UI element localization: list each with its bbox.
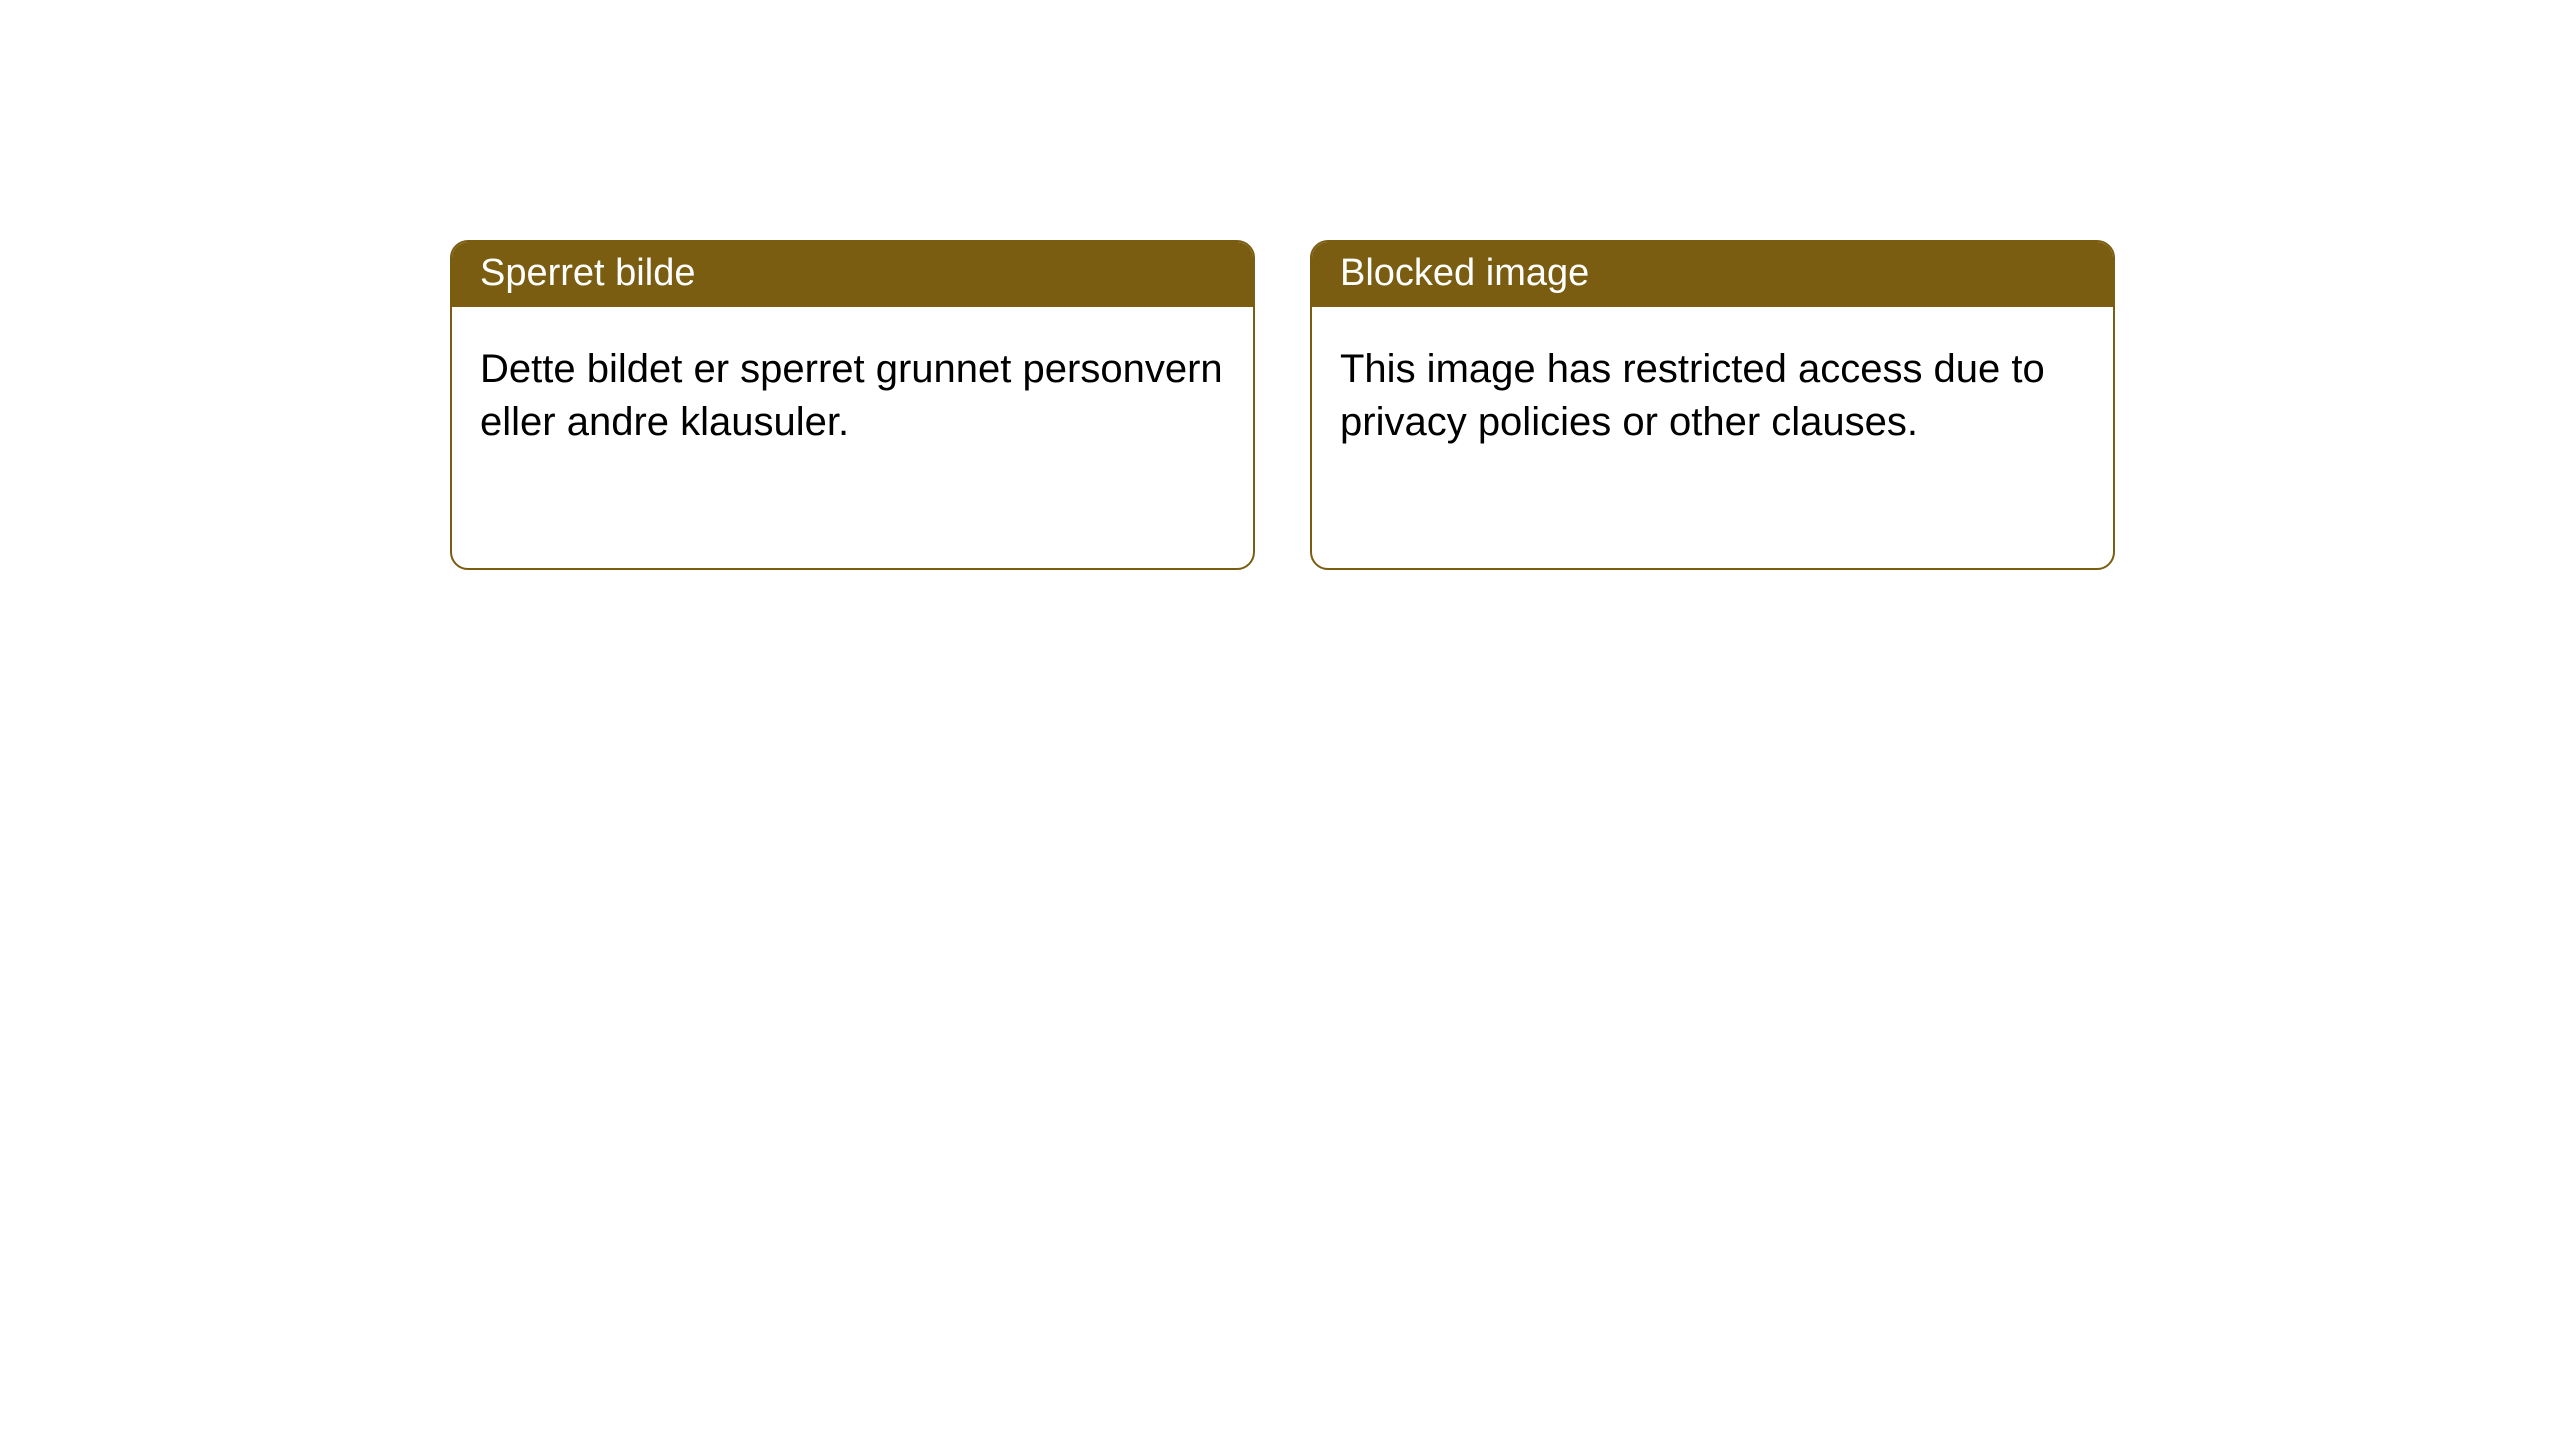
notice-container: Sperret bilde Dette bildet er sperret gr…	[0, 0, 2560, 570]
blocked-image-card-en: Blocked image This image has restricted …	[1310, 240, 2115, 570]
blocked-image-card-no: Sperret bilde Dette bildet er sperret gr…	[450, 240, 1255, 570]
card-body: This image has restricted access due to …	[1312, 307, 2113, 485]
card-header: Sperret bilde	[452, 242, 1253, 307]
card-header: Blocked image	[1312, 242, 2113, 307]
card-body: Dette bildet er sperret grunnet personve…	[452, 307, 1253, 485]
